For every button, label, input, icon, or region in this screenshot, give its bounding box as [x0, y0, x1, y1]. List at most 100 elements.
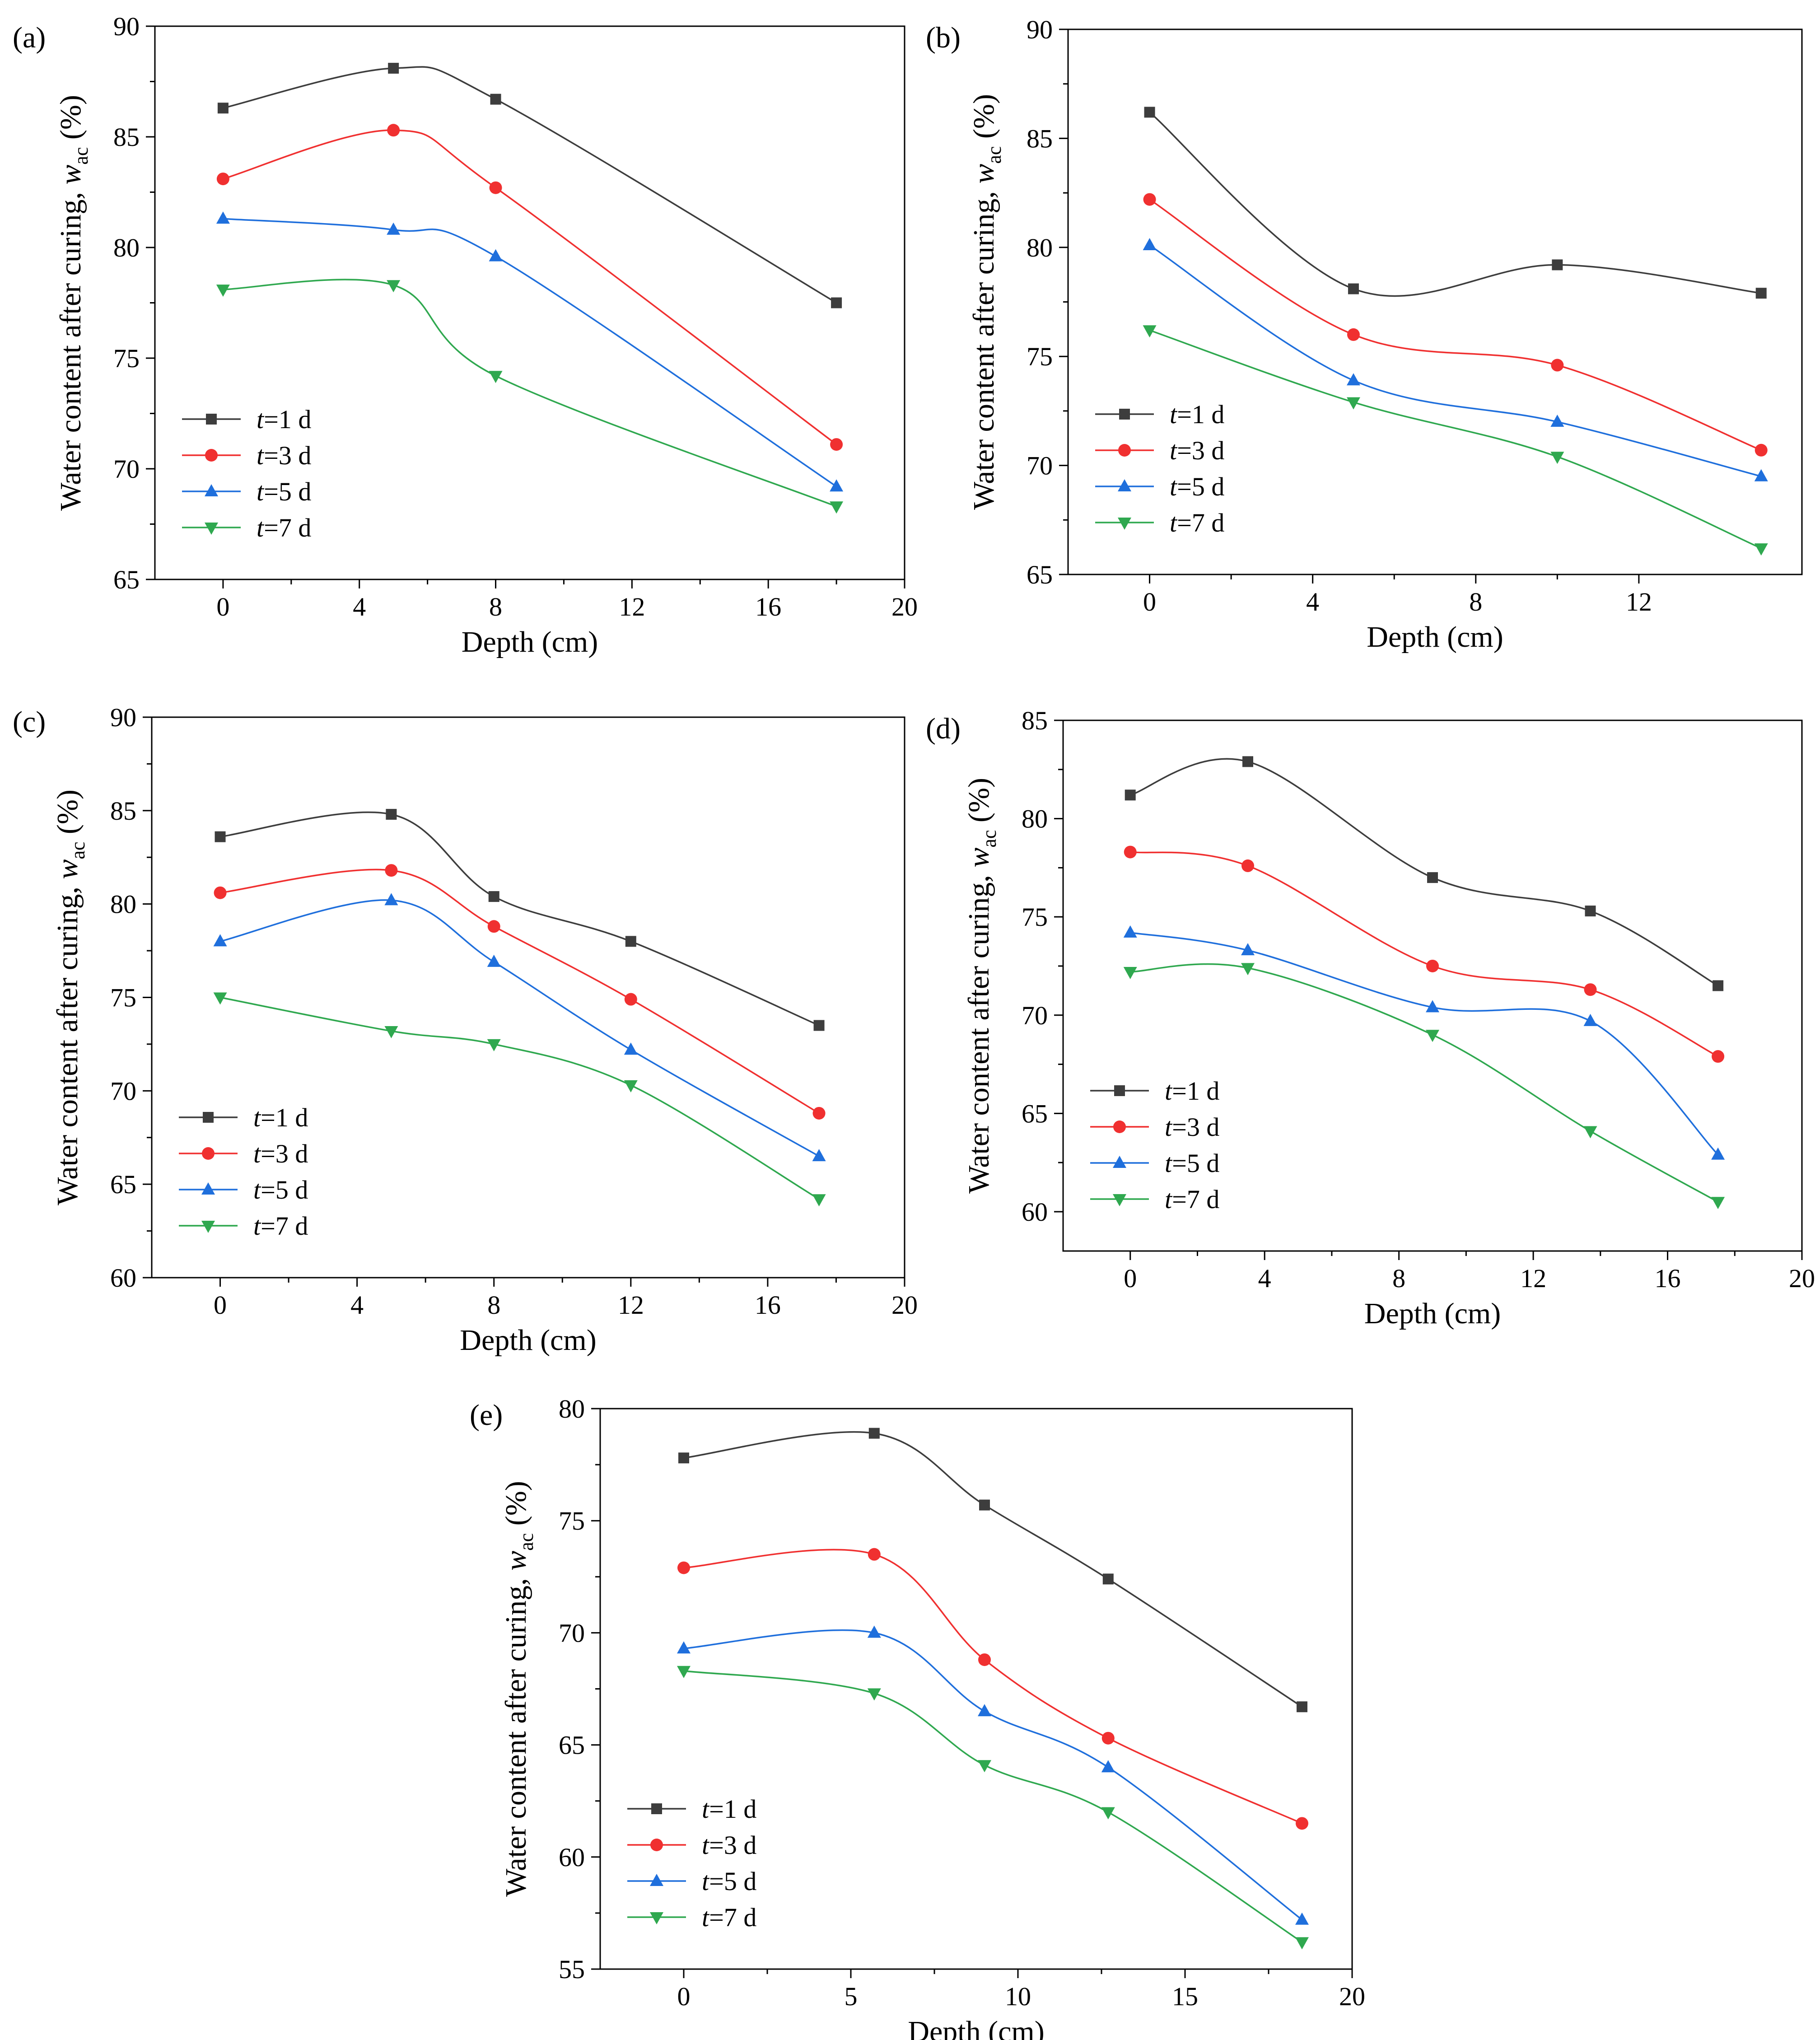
series-t-5-d	[213, 893, 826, 1162]
data-point	[1144, 107, 1155, 118]
data-point	[624, 1042, 638, 1055]
legend-marker	[1119, 409, 1130, 420]
data-point	[487, 954, 501, 967]
legend-marker	[1113, 1120, 1126, 1133]
data-point	[217, 103, 229, 114]
data-point	[213, 992, 227, 1005]
legend: t=1 d t=3 d t=5 d t=7 d	[1095, 400, 1224, 537]
x-tick-label: 8	[487, 1290, 500, 1320]
y-tick-label: 65	[1027, 560, 1053, 589]
legend-marker	[1113, 1194, 1126, 1206]
legend-marker	[650, 1874, 663, 1886]
series-t-5-d	[1143, 238, 1768, 481]
data-point	[1123, 925, 1137, 938]
x-tick-label: 0	[216, 592, 229, 621]
x-tick-label: 0	[214, 1290, 227, 1320]
legend-label: t=1 d	[1170, 400, 1224, 429]
data-point	[487, 1039, 501, 1051]
data-point	[1711, 1197, 1725, 1209]
y-tick-label: 75	[559, 1506, 585, 1536]
data-point	[1123, 967, 1137, 980]
y-tick-label: 70	[1022, 1001, 1048, 1030]
legend: t=1 d t=3 d t=5 d t=7 d	[182, 405, 311, 542]
legend-marker	[651, 1803, 662, 1814]
series-line	[1149, 112, 1761, 297]
data-point	[978, 1760, 991, 1773]
x-axis-title: Depth (cm)	[908, 2015, 1044, 2040]
y-tick-label: 65	[1022, 1099, 1048, 1128]
legend-marker	[1113, 1156, 1126, 1168]
y-tick-label: 70	[559, 1618, 585, 1648]
legend-label: t=7 d	[253, 1211, 308, 1241]
x-tick-label: 10	[1005, 1982, 1031, 2011]
x-tick-label: 8	[489, 592, 502, 621]
x-tick-label: 20	[1339, 1982, 1365, 2011]
panel-label: (b)	[926, 21, 961, 54]
series-t-3-d	[216, 124, 843, 451]
legend-label: t=3 d	[702, 1830, 756, 1860]
x-tick-label: 16	[755, 1290, 781, 1320]
data-point	[1346, 397, 1360, 410]
series-line	[223, 218, 837, 487]
series-line	[683, 1629, 1303, 1921]
chart-panel-a: (a) 0 4 8 12 16 20 65 70 75 80 85 90 Depth (cm) Water …	[13, 12, 918, 658]
data-point	[868, 1428, 880, 1439]
data-point	[1101, 1807, 1115, 1820]
series-line	[223, 279, 837, 507]
y-tick-label: 85	[113, 122, 140, 152]
data-point	[1712, 1050, 1725, 1063]
data-point	[978, 1653, 991, 1666]
data-point	[812, 1194, 826, 1207]
legend-label: t=5 d	[702, 1867, 756, 1896]
data-point	[830, 501, 844, 514]
legend-marker	[1118, 518, 1131, 530]
data-point	[1143, 193, 1156, 206]
x-axis-title: Depth (cm)	[1364, 1297, 1501, 1330]
series-line	[683, 1549, 1302, 1824]
y-tick-label: 75	[113, 344, 140, 373]
panel-label: (e)	[470, 1399, 503, 1432]
y-axis-title: Water content after curing, wac (%)	[54, 95, 92, 511]
data-point	[1296, 1817, 1308, 1830]
series-t-3-d	[1143, 193, 1768, 457]
y-tick-label: 60	[559, 1843, 585, 1872]
data-point	[677, 1561, 690, 1574]
data-point	[216, 173, 229, 186]
y-tick-label: 60	[110, 1263, 136, 1293]
data-point	[1711, 1147, 1725, 1160]
data-point	[813, 1020, 825, 1031]
legend-marker	[205, 523, 218, 535]
data-point	[978, 1704, 991, 1717]
x-tick-label: 0	[677, 1982, 691, 2011]
x-tick-label: 5	[845, 1982, 858, 2011]
data-point	[1426, 1000, 1439, 1013]
data-point	[385, 864, 398, 877]
y-tick-label: 80	[1022, 804, 1048, 834]
legend: t=1 d t=3 d t=5 d t=7 d	[1090, 1076, 1219, 1214]
legend-label: t=3 d	[1165, 1112, 1219, 1142]
data-point	[830, 479, 844, 492]
data-point	[1241, 859, 1254, 873]
data-point	[1550, 452, 1564, 464]
x-tick-label: 0	[1143, 587, 1156, 616]
data-point	[831, 297, 842, 308]
data-point	[812, 1106, 826, 1120]
data-point	[1101, 1732, 1115, 1745]
y-tick-label: 70	[113, 454, 140, 484]
legend-marker	[650, 1839, 663, 1851]
data-point	[387, 280, 401, 293]
data-point	[386, 809, 397, 820]
y-tick-label: 80	[113, 233, 140, 262]
series-line	[223, 129, 837, 445]
data-point	[1583, 1013, 1597, 1026]
x-tick-label: 20	[891, 1290, 918, 1320]
y-tick-label: 75	[1027, 342, 1053, 371]
data-point	[1427, 872, 1438, 883]
data-point	[1585, 906, 1596, 917]
data-point	[625, 936, 636, 947]
series-line	[683, 1670, 1302, 1943]
x-tick-label: 4	[1258, 1264, 1271, 1293]
y-tick-label: 75	[1022, 902, 1048, 932]
series-t-7-d	[1143, 325, 1768, 556]
legend-label: t=7 d	[1165, 1185, 1219, 1214]
